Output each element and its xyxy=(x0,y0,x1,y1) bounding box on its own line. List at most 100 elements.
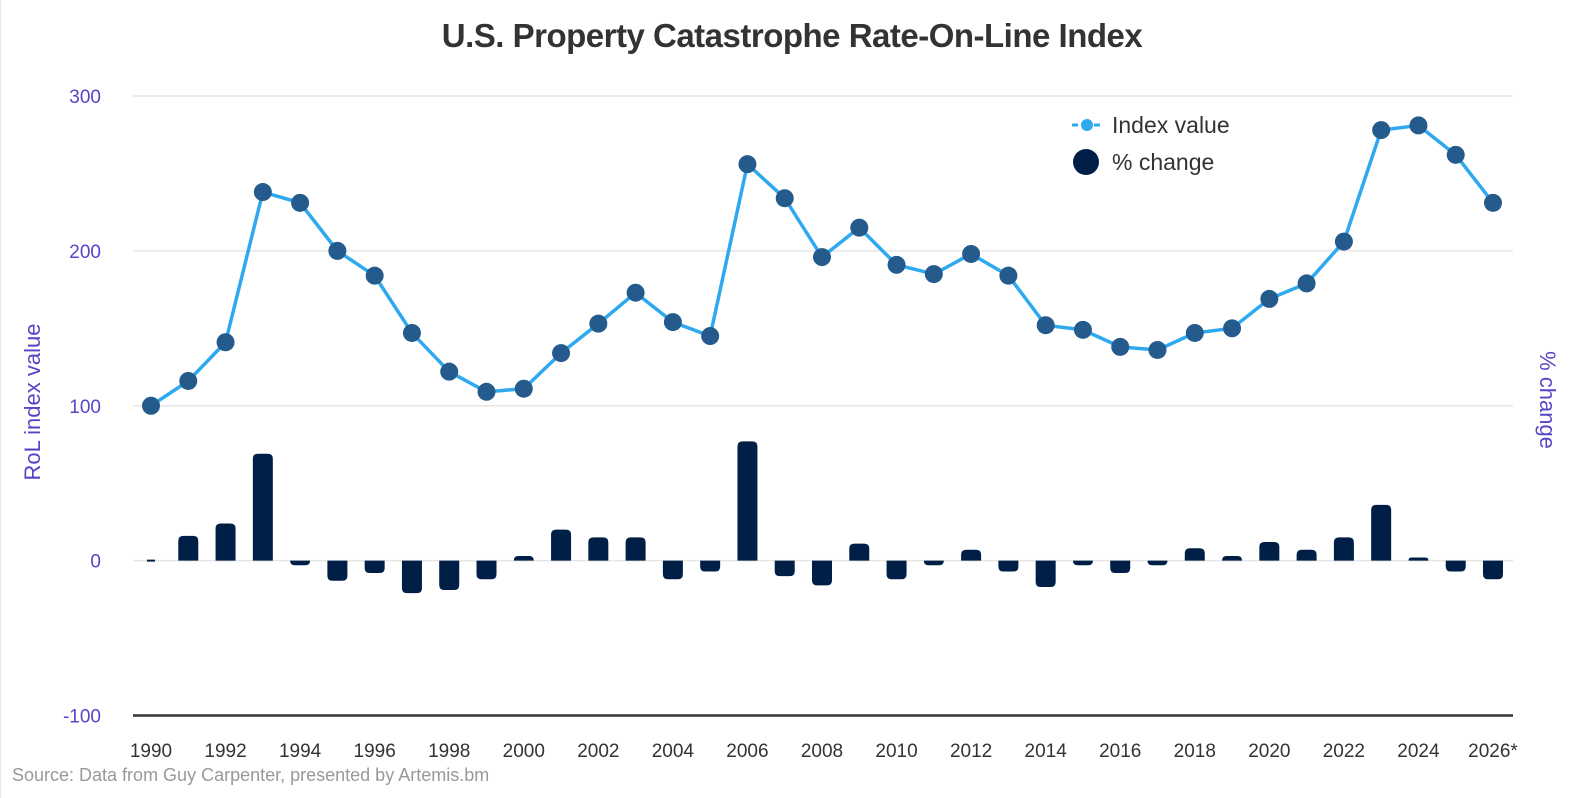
x-tick-label: 2024 xyxy=(1397,741,1440,762)
bar xyxy=(1296,549,1317,561)
y-tick-label: 200 xyxy=(69,242,101,263)
data-point xyxy=(216,333,235,352)
data-point xyxy=(365,266,384,285)
bar xyxy=(774,560,795,577)
bar xyxy=(252,453,273,561)
data-point xyxy=(477,382,496,401)
chart-title: U.S. Property Catastrophe Rate-On-Line I… xyxy=(442,17,1144,54)
bar xyxy=(812,560,832,586)
bar xyxy=(1445,560,1466,572)
data-point xyxy=(291,193,310,212)
data-point xyxy=(514,379,533,398)
data-point xyxy=(850,218,869,237)
data-point xyxy=(253,183,272,202)
x-tick-label: 2016 xyxy=(1099,741,1141,762)
x-tick-label: 2012 xyxy=(950,741,992,762)
bar xyxy=(662,560,683,580)
legend-label-index-value: Index value xyxy=(1112,112,1230,138)
bar xyxy=(1483,560,1503,580)
y-axis-title-right: % change xyxy=(1535,351,1560,449)
data-point xyxy=(1297,274,1316,293)
bar xyxy=(1035,560,1056,587)
x-tick-label: 1998 xyxy=(428,741,470,762)
y-tick-label: 0 xyxy=(90,552,101,573)
y-axis-ticks: 300 200 100 0 -100 xyxy=(63,87,101,728)
bar xyxy=(1408,557,1429,561)
data-point xyxy=(1334,232,1353,251)
legend-circle-icon xyxy=(1073,149,1099,175)
bar xyxy=(923,560,944,566)
bar xyxy=(551,529,572,561)
bars-percent-change xyxy=(147,441,1503,594)
bar xyxy=(1371,504,1392,561)
x-axis-ticks: 1990 1992 1994 1996 1998 2000 2002 2004 2006 2008… xyxy=(130,741,1519,762)
x-tick-label: 2018 xyxy=(1174,741,1216,762)
data-point xyxy=(1260,289,1279,308)
bar xyxy=(215,523,236,561)
data-point xyxy=(179,371,198,390)
data-point xyxy=(813,248,831,267)
x-tick-label: 2004 xyxy=(652,741,695,762)
data-point xyxy=(402,323,421,342)
gridlines xyxy=(133,95,1513,717)
legend-label-percent-change: % change xyxy=(1112,149,1214,175)
bar xyxy=(364,560,385,574)
source-note: Source: Data from Guy Carpenter, present… xyxy=(12,765,489,785)
data-point xyxy=(1484,193,1502,212)
data-point xyxy=(1409,116,1428,135)
data-point xyxy=(887,255,906,274)
data-point xyxy=(552,344,571,363)
left-edge-border xyxy=(0,0,1,798)
bar xyxy=(886,560,907,580)
data-point xyxy=(775,189,794,208)
bar xyxy=(178,535,199,561)
data-point xyxy=(440,362,459,381)
data-point xyxy=(999,266,1018,285)
x-tick-label: 1990 xyxy=(130,741,172,762)
bar xyxy=(1259,542,1280,561)
bar xyxy=(439,560,460,591)
x-tick-label: 1992 xyxy=(204,741,246,762)
x-tick-label: 2010 xyxy=(875,741,917,762)
data-point xyxy=(1185,323,1204,342)
data-point xyxy=(1148,340,1167,359)
data-point xyxy=(1223,319,1242,338)
x-tick-label: 2002 xyxy=(577,741,619,762)
bar xyxy=(1110,560,1131,574)
bar xyxy=(1184,548,1205,561)
y-tick-label: 100 xyxy=(69,397,101,418)
data-point xyxy=(589,314,608,333)
legend-item-percent-change[interactable]: % change xyxy=(1073,149,1214,175)
x-tick-label: 2022 xyxy=(1323,741,1365,762)
bar xyxy=(625,537,646,561)
data-point xyxy=(328,241,347,260)
data-point xyxy=(142,396,160,415)
legend-marker-icon xyxy=(1081,119,1093,131)
bar xyxy=(1072,560,1093,566)
x-tick-label: 2014 xyxy=(1025,741,1068,762)
bar xyxy=(849,543,870,561)
x-tick-label: 1994 xyxy=(279,741,322,762)
x-tick-label: 1996 xyxy=(354,741,396,762)
bar xyxy=(588,537,609,561)
y-axis-title-left: RoL index value xyxy=(20,324,45,481)
data-point xyxy=(1073,320,1092,339)
data-point xyxy=(1111,337,1130,356)
x-tick-label: 2026* xyxy=(1468,741,1518,762)
bar xyxy=(1333,537,1354,561)
legend-item-index-value[interactable]: Index value xyxy=(1072,112,1230,138)
bar xyxy=(700,560,721,572)
data-point xyxy=(962,244,981,263)
data-point xyxy=(1446,145,1465,164)
line-index-value xyxy=(142,116,1502,415)
bar xyxy=(737,441,758,561)
bar xyxy=(998,560,1019,572)
bar xyxy=(1147,560,1168,566)
bar xyxy=(290,560,311,566)
data-point xyxy=(1372,121,1391,140)
bar xyxy=(327,560,348,581)
data-point xyxy=(626,283,645,302)
data-point xyxy=(663,313,682,332)
bar xyxy=(513,555,534,561)
